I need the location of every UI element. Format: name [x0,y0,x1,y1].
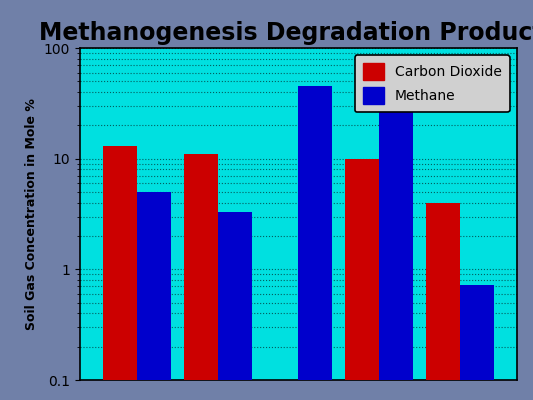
Legend: Carbon Dioxide, Methane: Carbon Dioxide, Methane [354,55,510,112]
Bar [426,203,461,400]
Bar [298,86,333,400]
Bar [136,192,171,400]
Bar [217,212,252,400]
Y-axis label: Soil Gas Concentration in Mole %: Soil Gas Concentration in Mole % [25,98,38,330]
Bar [183,154,217,400]
Bar [379,111,414,400]
Bar [103,146,136,400]
Bar [461,285,494,400]
Bar [345,159,379,400]
Title: Methanogenesis Degradation Products: Methanogenesis Degradation Products [39,21,533,45]
